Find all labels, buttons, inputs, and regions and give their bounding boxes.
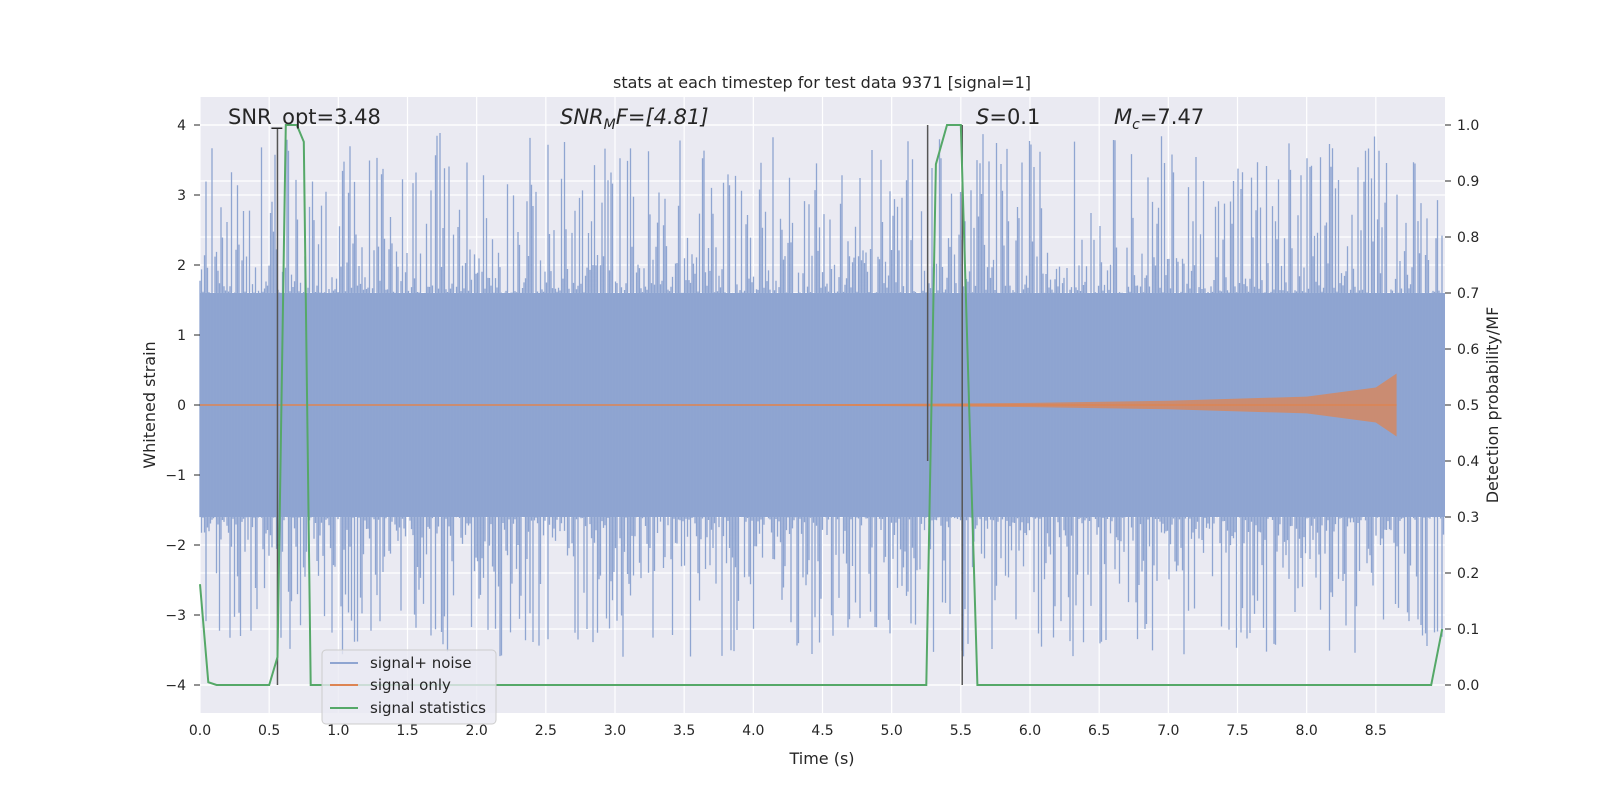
x-tick-label: 5.5 [950,723,972,739]
x-tick-label: 1.0 [327,723,349,739]
y-right-tick-label: 0.9 [1457,174,1479,190]
legend-box [321,649,497,725]
y-left-tick-label: −4 [165,678,186,694]
x-tick-label: 6.0 [1019,723,1041,739]
y-right-tick-label: 0.5 [1457,398,1479,414]
y-axis-label-left: Whitened strain [140,341,159,468]
signal-statistics-line [199,124,1444,686]
x-tick-label: 4.0 [742,723,764,739]
y-left-tick-label: 2 [177,258,186,274]
annotation-s: S=0.1 [976,105,1040,129]
y-right-ticks: 1.0 0.9 0.8 0.7 0.6 0.5 0.4 0.3 0.2 0.1 0.0 [1445,118,1479,694]
x-tick-label: 7.5 [1226,723,1248,739]
annotation-snr-mf: SNRMF=[4.81] [560,105,709,133]
x-axis-label: Time (s) [788,749,854,768]
x-tick-label: 3.5 [673,723,695,739]
x-tick-label: 2.5 [535,723,557,739]
annotation-snr-opt: SNR_opt=3.48 [228,105,381,130]
y-left-tick-label: −3 [165,608,186,624]
y-right-tick-label: 1.0 [1457,118,1479,134]
y-right-tick-label: 0.7 [1457,286,1479,302]
y-left-tick-label: 0 [177,398,186,414]
y-left-tick-label: 3 [177,188,186,204]
x-tick-label: 6.5 [1088,723,1110,739]
y-right-tick-label: 0.0 [1457,678,1479,694]
series-signal-only [200,373,1397,437]
y-right-tick-label: 0.2 [1457,566,1479,582]
x-tick-label: 0.0 [189,723,211,739]
y-axis-label-right: Detection probability/MF [1483,307,1502,504]
y-right-tick-label: 0.8 [1457,230,1479,246]
x-ticks: 0.0 0.5 1.0 1.5 2.0 2.5 3.0 3.5 4.0 4.5 5.0 5.5 6.0 6… [189,723,1387,739]
x-tick-label: 3.0 [604,723,626,739]
y-left-ticks: 4 3 2 1 0 −1 −2 −3 −4 [165,118,200,694]
y-left-tick-label: −2 [165,538,186,554]
x-tick-label: 1.5 [396,723,418,739]
y-left-tick-label: 4 [177,118,186,134]
x-tick-label: 0.5 [258,723,280,739]
annotation-mc: Mc=7.47 [1114,105,1204,133]
x-tick-label: 8.0 [1296,723,1318,739]
legend: signal+ noise signal only signal statist… [321,649,497,725]
legend-label-signal-noise: signal+ noise [370,654,472,672]
series-signal-statistics [199,124,1444,686]
vertical-markers [276,125,963,685]
y-right-tick-label: 0.6 [1457,342,1479,358]
chart-title: stats at each timestep for test data 937… [613,73,1031,92]
y-right-tick-label: 0.3 [1457,510,1479,526]
x-tick-label: 4.5 [811,723,833,739]
y-left-tick-label: −1 [165,468,186,484]
legend-label-signal-only: signal only [370,676,451,694]
x-tick-label: 2.0 [466,723,488,739]
y-right-tick-label: 0.4 [1457,454,1479,470]
x-tick-label: 5.0 [881,723,903,739]
legend-label-signal-statistics: signal statistics [370,699,486,717]
x-tick-label: 8.5 [1365,723,1387,739]
x-tick-label: 7.0 [1157,723,1179,739]
y-left-tick-label: 1 [177,328,186,344]
y-right-tick-label: 0.1 [1457,622,1479,638]
